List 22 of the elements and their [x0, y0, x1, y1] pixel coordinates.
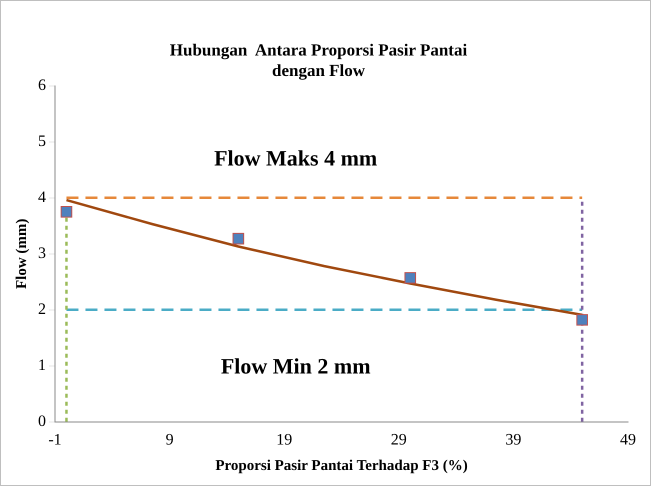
x-tick-label: 9	[166, 432, 174, 449]
y-tick-label: 5	[38, 133, 46, 150]
y-tick-label: 1	[38, 357, 46, 374]
y-tick-label: 6	[38, 77, 46, 94]
annotation: Flow Maks 4 mm	[214, 145, 378, 170]
x-axis-title: Proporsi Pasir Pantai Terhadap F3 (%)	[215, 458, 468, 474]
point	[60, 206, 72, 218]
x-tick-label: 29	[390, 432, 407, 449]
y-tick-label: 2	[38, 301, 46, 318]
x-tick-label: 39	[505, 432, 522, 449]
point	[232, 232, 244, 244]
chart-title: Hubungan Antara Proporsi Pasir Pantai dengan Flow	[170, 40, 468, 80]
x-tick-label: 19	[276, 432, 292, 449]
y-tick-label: 0	[38, 413, 46, 430]
y-tick-label: 4	[38, 189, 46, 206]
y-tick-label: 3	[38, 245, 46, 262]
x-tick-label: 49	[620, 432, 636, 449]
y-axis-title: Flow (mm)	[14, 218, 30, 290]
annotation: Flow Min 2 mm	[220, 354, 371, 379]
x-tick-label: -1	[48, 432, 62, 449]
point	[576, 314, 588, 326]
point	[404, 272, 416, 284]
